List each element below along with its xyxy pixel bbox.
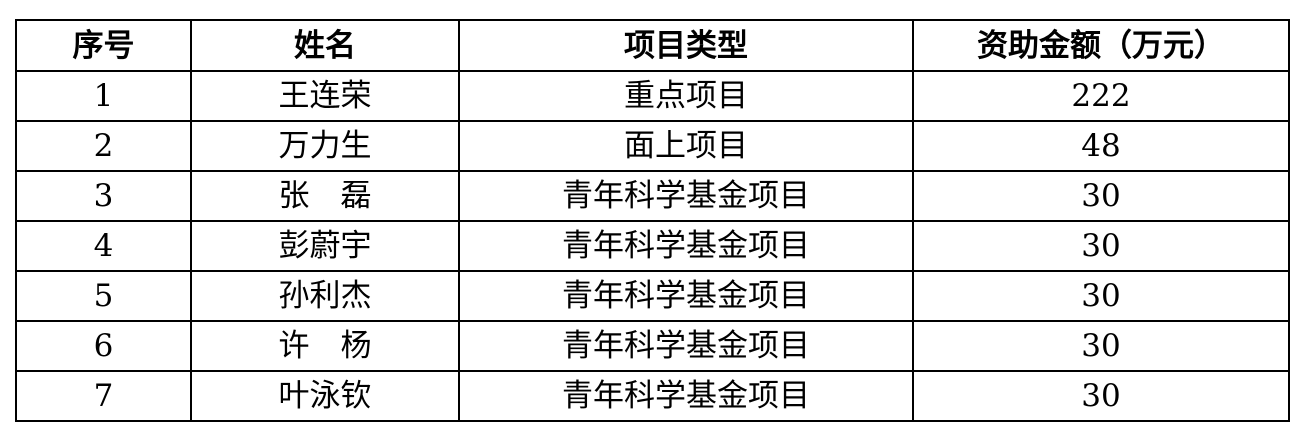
cell-project-type: 青年科学基金项目 <box>458 170 914 222</box>
cell-name: 万力生 <box>190 120 460 172</box>
header-amount: 资助金额（万元） <box>912 19 1290 72</box>
cell-name: 孙利杰 <box>190 270 460 322</box>
header-index: 序号 <box>15 19 192 72</box>
cell-index: 6 <box>15 320 192 372</box>
cell-name: 张 磊 <box>190 170 460 222</box>
cell-amount: 30 <box>912 220 1290 272</box>
cell-amount: 30 <box>912 370 1290 422</box>
cell-amount: 30 <box>912 170 1290 222</box>
cell-project-type: 面上项目 <box>458 120 914 172</box>
cell-index: 2 <box>15 120 192 172</box>
cell-project-type: 重点项目 <box>458 70 914 122</box>
cell-project-type: 青年科学基金项目 <box>458 370 914 422</box>
table-row: 1 王连荣 重点项目 222 <box>15 70 1290 122</box>
header-project-type: 项目类型 <box>458 19 914 72</box>
header-row: 序号 姓名 项目类型 资助金额（万元） <box>15 19 1290 72</box>
cell-project-type: 青年科学基金项目 <box>458 220 914 272</box>
table-row: 4 彭蔚宇 青年科学基金项目 30 <box>15 220 1290 272</box>
table-row: 2 万力生 面上项目 48 <box>15 120 1290 172</box>
cell-project-type: 青年科学基金项目 <box>458 270 914 322</box>
table-row: 5 孙利杰 青年科学基金项目 30 <box>15 270 1290 322</box>
cell-amount: 222 <box>912 70 1290 122</box>
cell-name: 叶泳钦 <box>190 370 460 422</box>
cell-amount: 48 <box>912 120 1290 172</box>
cell-name: 彭蔚宇 <box>190 220 460 272</box>
cell-amount: 30 <box>912 270 1290 322</box>
cell-index: 3 <box>15 170 192 222</box>
cell-index: 5 <box>15 270 192 322</box>
cell-index: 1 <box>15 70 192 122</box>
cell-name: 许 杨 <box>190 320 460 372</box>
cell-index: 7 <box>15 370 192 422</box>
cell-name: 王连荣 <box>190 70 460 122</box>
table-row: 7 叶泳钦 青年科学基金项目 30 <box>15 370 1290 422</box>
cell-project-type: 青年科学基金项目 <box>458 320 914 372</box>
header-name: 姓名 <box>190 19 460 72</box>
cell-amount: 30 <box>912 320 1290 372</box>
funding-table: 序号 姓名 项目类型 资助金额（万元） 1 王连荣 重点项目 222 2 万力生 面上项目 4… <box>15 19 1290 422</box>
cell-index: 4 <box>15 220 192 272</box>
